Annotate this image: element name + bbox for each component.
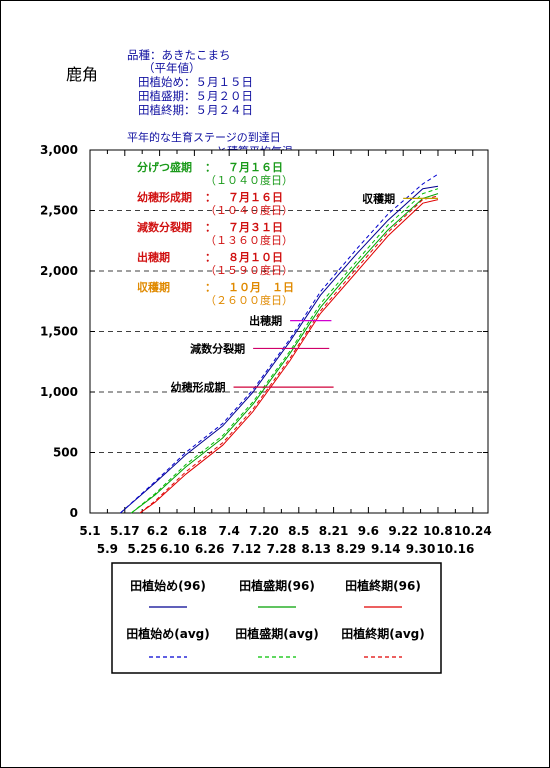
x-tick-label: 8.21 (319, 524, 349, 538)
stage-marker-label: 幼穂形成期 (171, 380, 226, 394)
x-tick-label: 10.24 (454, 524, 492, 538)
stage-date: １０月 １日 (228, 281, 294, 294)
y-tick-label: 2,000 (40, 264, 78, 278)
x-tick-label: 9.14 (371, 542, 401, 556)
normal-note: （平年値） (143, 61, 201, 75)
stage-name: 出穂期 (137, 250, 170, 264)
legend-label: 田植盛期(avg) (235, 626, 318, 641)
x-tick-label: 6.10 (160, 542, 190, 556)
series-line (130, 188, 439, 514)
x-axis-ticks: 5.1 5.17 6.2 6.18 7.4 7.20 8.5 8.21 9.6 9.22 10.8 1… (79, 150, 492, 556)
variety-text: 品種：あきたこまち (127, 48, 231, 62)
x-tick-label: 5.17 (110, 524, 140, 538)
x-tick-label: 5.25 (127, 542, 157, 556)
stage-date: ７月１６日 (228, 161, 283, 174)
x-tick-label: 9.6 (358, 524, 379, 538)
stage-marker-label: 減数分裂期 (190, 341, 245, 355)
x-tick-label: 6.26 (195, 542, 225, 556)
stage-entry: 幼穂形成期 ： ７月１６日（１０４０度日） (137, 190, 293, 217)
stage-separator: ： (205, 281, 216, 294)
site-title: 鹿角 (66, 65, 98, 84)
x-tick-label: 8.5 (288, 524, 309, 538)
x-tick-label: 7.28 (267, 542, 297, 556)
legend-label: 田植終期(avg) (341, 626, 424, 641)
stage-name: 減数分裂期 (137, 220, 192, 234)
x-tick-label: 8.13 (301, 542, 331, 556)
stage-entry: 減数分裂期 ： ７月３１日（１３６０度日） (137, 220, 293, 247)
stage-name: 幼穂形成期 (137, 190, 192, 204)
x-tick-label: 7.12 (232, 542, 262, 556)
y-tick-label: 500 (53, 446, 78, 460)
series-line (130, 193, 439, 514)
stage-gdd: （１０４０度日） (205, 173, 293, 187)
gridlines (90, 210, 488, 453)
x-tick-label: 6.2 (147, 524, 168, 538)
stage-date: ８月１０日 (228, 251, 283, 264)
stage-gdd: （２６００度日） (205, 293, 293, 307)
series-line (120, 185, 439, 514)
stage-date: ７月３１日 (228, 221, 283, 234)
x-tick-label: 7.4 (219, 524, 240, 538)
y-tick-label: 1,000 (40, 385, 78, 399)
stage-entry: 分げつ盛期 ： ７月１６日（１０４０度日） (137, 160, 293, 187)
series-line (139, 195, 439, 514)
x-tick-label: 5.9 (97, 542, 118, 556)
stage-marker-label: 出穂期 (249, 314, 282, 328)
y-tick-label: 0 (70, 506, 78, 520)
x-tick-label: 6.18 (177, 524, 207, 538)
x-tick-label: 8.29 (336, 542, 366, 556)
stage-separator: ： (205, 251, 216, 264)
planting-start-text: 田植始め：５月１５日 (138, 75, 253, 89)
stage-marker-label: 収穫期 (362, 191, 395, 205)
y-tick-label: 2,500 (40, 204, 78, 218)
y-tick-label: 1,500 (40, 325, 78, 339)
stage-date: ７月１６日 (228, 191, 283, 204)
legend-label: 田植盛期(96) (239, 578, 315, 593)
legend-box (111, 562, 442, 674)
y-tick-label: 3,000 (40, 143, 78, 157)
stage-entry: 出穂期 ： ８月１０日（１５９０度日） (137, 250, 293, 277)
x-tick-label: 7.20 (249, 524, 279, 538)
stage-entry: 収穫期 ： １０月 １日（２６００度日） (137, 280, 294, 307)
x-tick-label: 10.8 (423, 524, 453, 538)
planting-end-text: 田植終期：５月２４日 (138, 103, 253, 117)
stage-gdd: （１３６０度日） (205, 233, 293, 247)
stage-list: 分げつ盛期： ７月１６日（１０４０度日）幼穂形成期： ７月１６日（１０４０度日）減数… (137, 160, 294, 307)
legend-label: 田植始め(avg) (126, 626, 209, 641)
stage-gdd: （１０４０度日） (205, 203, 293, 217)
y-axis-ticks: 0 500 1,000 1,500 2,000 2,500 3,000 (40, 143, 488, 520)
stage-separator: ： (205, 191, 216, 204)
stage-name: 収穫期 (137, 280, 170, 294)
stage-separator: ： (205, 161, 216, 174)
legend-label: 田植始め(96) (130, 578, 206, 593)
legend-label: 田植終期(96) (345, 578, 421, 593)
series-line (139, 199, 439, 514)
stage-gdd: （１５９０度日） (205, 263, 293, 277)
x-tick-label: 10.16 (436, 542, 474, 556)
x-tick-label: 5.1 (79, 524, 100, 538)
legend: 田植始め(96) 田植盛期(96) 田植終期(96) 田植始め(avg) 田植盛期(av… (111, 562, 442, 674)
x-tick-label: 9.30 (406, 542, 436, 556)
stage-title-line1: 平年的な生育ステージの到達日 (127, 130, 281, 144)
stage-separator: ： (205, 221, 216, 234)
series-lines (120, 173, 439, 514)
plot-area: 0 500 1,000 1,500 2,000 2,500 3,000 5.1 5.17 6.2… (40, 143, 492, 556)
planting-peak-text: 田植盛期：５月２０日 (138, 89, 253, 103)
stage-name: 分げつ盛期 (137, 160, 192, 174)
x-tick-label: 9.22 (388, 524, 418, 538)
